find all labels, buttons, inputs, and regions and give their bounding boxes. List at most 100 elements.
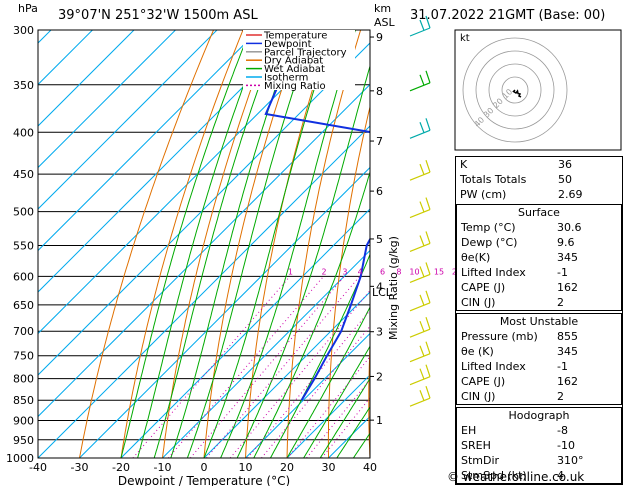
legend-label: Temperature xyxy=(263,31,327,42)
hodograph-ring xyxy=(488,63,542,117)
most-unstable-label: CIN (J) xyxy=(461,390,496,403)
wind-barb-flag xyxy=(425,290,431,304)
wind-barb-flag xyxy=(425,118,431,131)
most-unstable-label: θe (K) xyxy=(461,345,494,358)
mixing-ratio-label: 4 xyxy=(358,267,363,276)
wind-barb-staff xyxy=(409,129,431,139)
pressure-tick-label: 350 xyxy=(13,79,34,92)
plot-area xyxy=(38,30,370,458)
hodograph-label: EH xyxy=(461,424,477,437)
mixing-ratio-label: 8 xyxy=(396,267,401,276)
surface-label: CAPE (J) xyxy=(461,281,506,294)
mixing-ratio-label: 3 xyxy=(342,267,347,276)
surface-label: Temp (°C) xyxy=(461,221,516,234)
isotherm-line xyxy=(203,291,370,458)
temperature-tick-label: 40 xyxy=(363,461,377,474)
mixing-ratio-line xyxy=(287,355,370,458)
pressure-tick-label: 550 xyxy=(13,239,34,252)
lcl-label: LCL xyxy=(372,286,393,299)
isotherm-line xyxy=(79,166,370,458)
hpa-label: hPa xyxy=(18,2,38,15)
wet-adiabat xyxy=(186,30,314,458)
legend-label: Dewpoint xyxy=(264,39,312,50)
mixing-ratio-line xyxy=(206,276,360,458)
isotherm-line xyxy=(38,42,370,376)
wet-adiabat xyxy=(220,30,356,458)
wind-barb-staff xyxy=(409,353,431,363)
isotherm-line xyxy=(286,374,370,458)
wind-barb-staff xyxy=(409,397,431,407)
km-tick-label: 2 xyxy=(376,370,383,383)
wind-barb xyxy=(409,364,431,386)
surface-row: Dewp (°C) 9.6 xyxy=(457,235,621,250)
most-unstable-value: 2 xyxy=(557,390,564,403)
wind-barb-staff xyxy=(409,209,431,219)
hodograph-ring xyxy=(475,50,555,130)
km-tick-label: 3 xyxy=(376,326,383,339)
mixing-ratio-label: 10 xyxy=(409,267,419,276)
pressure-tick-label: 800 xyxy=(13,373,34,386)
km-tick-label: 1 xyxy=(376,414,383,427)
wind-barb xyxy=(409,231,431,253)
index-value: 50 xyxy=(558,173,572,186)
index-row: PW (cm) 2.69 xyxy=(456,187,622,202)
pressure-tick-label: 450 xyxy=(13,168,34,181)
temperature-tick-label: 20 xyxy=(280,461,294,474)
wind-barb-flag xyxy=(419,294,425,306)
isotherm-line xyxy=(38,125,370,458)
dry-adiabat xyxy=(286,30,362,458)
wind-barb-flag xyxy=(425,231,431,244)
temperature-tick-label: 30 xyxy=(322,461,336,474)
temperature-tick-label: -10 xyxy=(154,461,172,474)
surface-title: Surface xyxy=(518,206,560,219)
wind-barb xyxy=(409,15,431,37)
wet-adiabat xyxy=(203,30,334,458)
dry-adiabat xyxy=(120,30,244,458)
pressure-tick-label: 700 xyxy=(13,325,34,338)
wind-barb-staff xyxy=(409,302,431,312)
wind-barb-flag xyxy=(419,235,425,247)
isotherm-line xyxy=(38,30,259,252)
most-unstable-label: CAPE (J) xyxy=(461,375,506,388)
surface-label: CIN (J) xyxy=(461,296,496,309)
wind-barb xyxy=(409,70,431,92)
wind-barb xyxy=(409,159,431,181)
wet-adiabat xyxy=(170,30,297,458)
km-tick-label: 7 xyxy=(376,135,383,148)
wind-barb-flag xyxy=(419,320,425,332)
wind-barb-flag xyxy=(425,341,431,354)
hodograph-trace xyxy=(512,89,522,98)
most-unstable-row: Pressure (mb) 855 xyxy=(457,329,621,344)
wind-barb-flag xyxy=(419,19,425,31)
hodograph-ring xyxy=(501,76,529,104)
hodograph-row: SREH -10 xyxy=(457,438,621,453)
wet-adiabat xyxy=(153,30,280,458)
index-label: K xyxy=(460,158,468,171)
mixing-ratio-line xyxy=(190,276,345,458)
most-unstable-label: Lifted Index xyxy=(461,360,526,373)
index-row: K 36 xyxy=(456,157,622,172)
isotherm-line xyxy=(38,30,301,293)
wind-barb-flag xyxy=(425,262,431,275)
pressure-tick-label: 900 xyxy=(13,415,34,428)
surface-value: 30.6 xyxy=(557,221,582,234)
dry-adiabat xyxy=(368,336,370,458)
legend-label: Dry Adiabat xyxy=(264,56,323,67)
dewpoint-line xyxy=(264,30,370,401)
pressure-tick-label: 400 xyxy=(13,126,34,139)
temperature-tick-label: -20 xyxy=(112,461,130,474)
wind-barb-flag xyxy=(425,364,431,377)
mixing-ratio-axis-label: Mixing Ratio (g/kg) xyxy=(387,236,400,340)
wind-barb-staff xyxy=(409,242,431,253)
wind-barb-flag xyxy=(419,368,425,380)
isotherm-line xyxy=(38,30,342,335)
isotherm-line xyxy=(38,30,176,169)
pressure-tick-label: 950 xyxy=(13,434,34,447)
mixing-ratio-line xyxy=(132,276,291,458)
hodograph-value: -8 xyxy=(557,424,568,437)
isotherm-line xyxy=(38,30,218,210)
wind-barb-flag xyxy=(419,201,425,213)
wind-barb-staff xyxy=(409,273,431,283)
